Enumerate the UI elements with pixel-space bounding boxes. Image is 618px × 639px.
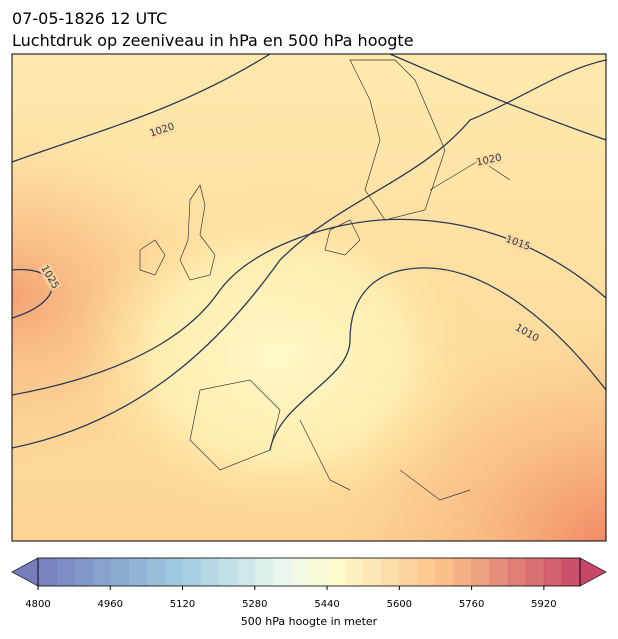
colorbar-bin <box>381 558 400 586</box>
colorbar-bin <box>290 558 310 586</box>
title: Luchtdruk op zeeniveau in hPa en 500 hPa… <box>12 31 414 50</box>
map <box>12 54 606 541</box>
colorbar-bin <box>363 558 382 586</box>
isobar-label: 1020 <box>476 152 503 168</box>
colorbar-bin <box>507 558 527 586</box>
colorbar-tick-label: 5760 <box>459 599 484 610</box>
colorbar-bin <box>399 558 418 586</box>
colorbar-bin <box>435 558 455 586</box>
colorbar-bin <box>110 558 129 586</box>
colorbar-extend-low <box>11 557 39 587</box>
colorbar-bin <box>417 558 436 586</box>
colorbar-bin <box>182 558 202 586</box>
colorbar-bin <box>218 558 238 586</box>
colorbar-tick-label: 5120 <box>170 599 195 610</box>
colorbar-tick-label: 4960 <box>98 599 123 610</box>
colorbar-bin <box>543 558 563 586</box>
colorbar-bin <box>236 558 256 586</box>
colorbar-frame <box>37 557 581 587</box>
colorbar-bin <box>327 558 346 586</box>
colorbar-tick-label: 5600 <box>387 599 412 610</box>
colorbar-bin <box>309 558 328 586</box>
colorbar-tick-label: 5920 <box>531 599 556 610</box>
colorbar-bin <box>489 558 509 586</box>
isobar-label-bg <box>147 120 177 140</box>
colorbar-tick-label: 4800 <box>25 599 50 610</box>
date: 07-05-1826 12 UTC <box>12 9 167 28</box>
map-frame <box>11 53 607 542</box>
colorbar-bin <box>345 558 364 586</box>
isobar-label-bg <box>475 151 503 169</box>
colorbar-bin <box>128 558 147 586</box>
colorbar-extend-high <box>579 557 607 587</box>
colorbar-bin <box>272 558 292 586</box>
colorbar-bin <box>525 558 545 586</box>
colorbar-tick-label: 5440 <box>314 599 339 610</box>
isobar-label-bg <box>512 321 542 345</box>
isobar-label-bg <box>38 262 62 292</box>
isobar-label-bg <box>503 232 533 254</box>
colorbar-bin <box>146 558 165 586</box>
colorbar-bin <box>453 558 473 586</box>
colorbar-bin <box>92 558 111 586</box>
colorbar-tick-label: 5280 <box>242 599 267 610</box>
colorbar-bin <box>74 558 93 586</box>
colorbar-bin <box>471 558 491 586</box>
colorbar-bin <box>200 558 220 586</box>
colorbar-label: 500 hPa hoogte in meter <box>241 615 378 628</box>
colorbar-bin <box>38 558 57 586</box>
colorbar-bin <box>561 558 581 586</box>
colorbar-bin <box>164 558 184 586</box>
colorbar-bin <box>254 558 274 586</box>
colorbar-bin <box>56 558 75 586</box>
